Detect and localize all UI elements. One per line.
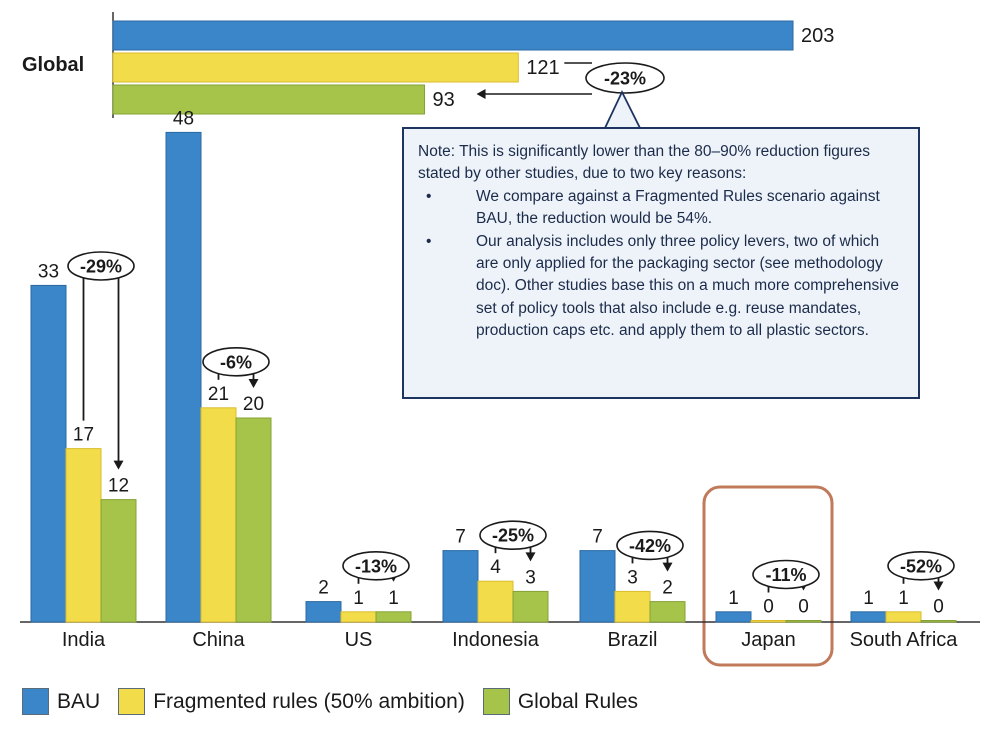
note-intro: Note: This is significantly lower than t… bbox=[418, 143, 871, 183]
change-pill-india-text: -29% bbox=[80, 257, 122, 277]
note-bullet-2: Our analysis includes only three policy … bbox=[418, 231, 904, 343]
note-bullet-1: We compare against a Fragmented Rules sc… bbox=[418, 186, 904, 231]
legend-item-fragmented: Fragmented rules (50% ambition) bbox=[118, 688, 465, 715]
global-value-3: 93 bbox=[433, 89, 455, 111]
value-label-india-1: 33 bbox=[38, 261, 59, 282]
global-change-pill-text: -23% bbox=[604, 69, 646, 89]
value-label-south-africa-2: 1 bbox=[898, 588, 909, 609]
value-label-india-3: 12 bbox=[108, 476, 129, 497]
change-pill-india-ellipse bbox=[67, 251, 135, 281]
change-arrowhead-brazil bbox=[662, 562, 673, 572]
category-label-japan: Japan bbox=[741, 629, 796, 651]
value-label-japan-1: 1 bbox=[728, 588, 739, 609]
category-label-south-africa: South Africa bbox=[850, 629, 959, 651]
bar-brazil-3 bbox=[649, 601, 686, 623]
bar-us-1 bbox=[305, 601, 342, 623]
legend-label-bau: BAU bbox=[57, 689, 101, 713]
note-pointer bbox=[604, 89, 641, 129]
value-label-us-3: 1 bbox=[388, 588, 399, 609]
bar-us-2 bbox=[340, 611, 377, 623]
global-label: Global bbox=[22, 54, 84, 76]
legend-swatch-global bbox=[482, 688, 510, 715]
change-pill-us-text: -13% bbox=[355, 556, 397, 576]
bar-indonesia-2 bbox=[477, 580, 514, 623]
change-pill-us-ellipse bbox=[342, 550, 410, 581]
change-pill-south-africa-ellipse bbox=[887, 550, 955, 581]
change-pill-china-text: -6% bbox=[220, 352, 252, 372]
value-label-brazil-1: 7 bbox=[592, 527, 603, 548]
global-arrowhead bbox=[476, 89, 486, 99]
value-label-japan-3: 0 bbox=[798, 597, 809, 618]
value-label-brazil-3: 2 bbox=[662, 578, 673, 599]
value-label-china-2: 21 bbox=[208, 384, 229, 405]
legend: BAU Fragmented rules (50% ambition) Glob… bbox=[22, 688, 656, 715]
bar-us-3 bbox=[375, 611, 412, 623]
category-label-indonesia: Indonesia bbox=[452, 629, 540, 651]
category-label-us: US bbox=[345, 629, 373, 651]
bar-japan-1 bbox=[715, 611, 752, 623]
value-label-india-2: 17 bbox=[73, 425, 94, 446]
change-pill-japan-ellipse bbox=[752, 559, 820, 590]
bar-japan-2 bbox=[750, 620, 787, 623]
change-pill-japan-text: -11% bbox=[765, 565, 806, 585]
bar-india-2 bbox=[65, 448, 102, 623]
value-label-china-1: 48 bbox=[173, 108, 194, 129]
value-label-us-1: 2 bbox=[318, 578, 329, 599]
bar-india-3 bbox=[100, 499, 137, 623]
change-pill-brazil-text: -42% bbox=[629, 536, 671, 556]
change-arrowhead-india bbox=[113, 460, 124, 470]
global-bar-2 bbox=[112, 52, 519, 83]
global-bar-1 bbox=[112, 20, 794, 51]
legend-item-global: Global Rules bbox=[482, 688, 639, 715]
legend-item-bau: BAU bbox=[22, 688, 100, 715]
value-label-china-3: 20 bbox=[243, 394, 264, 415]
value-label-south-africa-1: 1 bbox=[863, 588, 874, 609]
bar-japan-3 bbox=[785, 620, 822, 623]
bar-south-africa-1 bbox=[850, 611, 887, 623]
bar-brazil-2 bbox=[614, 590, 651, 623]
value-label-indonesia-3: 3 bbox=[525, 567, 536, 588]
highlight-box-japan bbox=[702, 485, 834, 667]
value-label-brazil-2: 3 bbox=[627, 567, 638, 588]
legend-label-global: Global Rules bbox=[517, 689, 639, 713]
change-pill-china-ellipse bbox=[202, 346, 270, 377]
note-box: Note: This is significantly lower than t… bbox=[402, 127, 920, 399]
category-label-india: India bbox=[62, 629, 106, 651]
value-label-south-africa-3: 0 bbox=[933, 597, 944, 618]
bar-china-3 bbox=[235, 417, 272, 623]
global-bar-3 bbox=[112, 84, 426, 115]
change-pill-indonesia-ellipse bbox=[479, 520, 547, 551]
legend-swatch-fragmented bbox=[118, 688, 146, 715]
change-pill-brazil-ellipse bbox=[616, 530, 684, 561]
legend-swatch-bau bbox=[22, 688, 49, 715]
value-label-indonesia-1: 7 bbox=[455, 527, 466, 548]
bar-china-1 bbox=[165, 131, 202, 623]
bar-indonesia-3 bbox=[512, 590, 549, 623]
bar-china-2 bbox=[200, 407, 237, 623]
bar-south-africa-2 bbox=[885, 611, 922, 623]
legend-label-fragmented: Fragmented rules (50% ambition) bbox=[153, 689, 465, 713]
bar-india-1 bbox=[30, 284, 67, 623]
change-pill-indonesia-text: -25% bbox=[492, 526, 534, 546]
change-arrowhead-south-africa bbox=[933, 581, 944, 591]
change-pill-south-africa-text: -52% bbox=[900, 556, 942, 576]
category-label-brazil: Brazil bbox=[607, 629, 657, 651]
bar-south-africa-3 bbox=[920, 620, 957, 623]
bar-brazil-1 bbox=[579, 550, 616, 623]
global-value-2: 121 bbox=[526, 57, 559, 79]
value-label-us-2: 1 bbox=[353, 588, 364, 609]
value-label-indonesia-2: 4 bbox=[490, 557, 501, 578]
global-value-1: 203 bbox=[801, 25, 834, 47]
value-label-japan-2: 0 bbox=[763, 597, 774, 618]
note-bullets: We compare against a Fragmented Rules sc… bbox=[418, 186, 904, 343]
category-label-china: China bbox=[192, 629, 245, 651]
change-arrowhead-indonesia bbox=[525, 552, 536, 562]
global-change-pill-ellipse bbox=[585, 62, 665, 94]
change-arrowhead-china bbox=[248, 379, 259, 388]
bar-indonesia-1 bbox=[442, 550, 479, 623]
